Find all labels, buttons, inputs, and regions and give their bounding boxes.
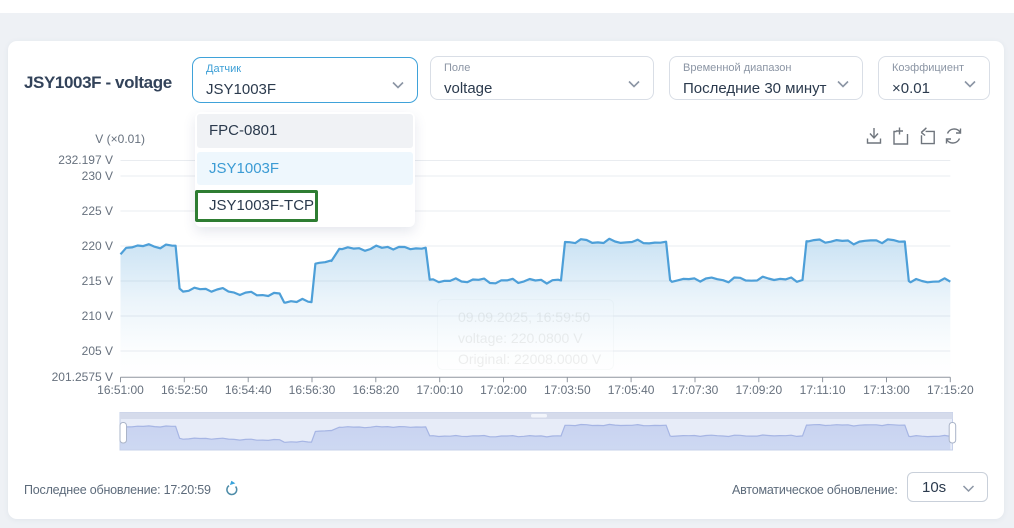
svg-text:16:56:30: 16:56:30 bbox=[289, 383, 336, 397]
svg-text:210 V: 210 V bbox=[82, 309, 113, 323]
svg-text:17:09:20: 17:09:20 bbox=[735, 383, 782, 397]
svg-text:220 V: 220 V bbox=[82, 239, 113, 253]
svg-text:17:02:00: 17:02:00 bbox=[480, 383, 527, 397]
svg-text:16:51:00: 16:51:00 bbox=[97, 383, 144, 397]
svg-text:17:13:00: 17:13:00 bbox=[863, 383, 910, 397]
svg-text:215 V: 215 V bbox=[82, 274, 113, 288]
svg-text:17:03:50: 17:03:50 bbox=[544, 383, 591, 397]
svg-text:17:07:30: 17:07:30 bbox=[672, 383, 719, 397]
svg-text:16:52:50: 16:52:50 bbox=[161, 383, 208, 397]
svg-text:V (×0.01): V (×0.01) bbox=[95, 132, 145, 146]
svg-text:16:58:20: 16:58:20 bbox=[352, 383, 399, 397]
svg-text:205 V: 205 V bbox=[82, 344, 113, 358]
svg-text:225 V: 225 V bbox=[82, 204, 113, 218]
svg-text:230 V: 230 V bbox=[82, 169, 113, 183]
svg-text:201.2575 V: 201.2575 V bbox=[52, 370, 113, 384]
svg-text:17:11:10: 17:11:10 bbox=[800, 383, 846, 397]
svg-text:17:00:10: 17:00:10 bbox=[416, 383, 463, 397]
svg-text:232.197 V: 232.197 V bbox=[58, 153, 113, 167]
svg-text:17:15:20: 17:15:20 bbox=[927, 383, 974, 397]
svg-text:17:05:40: 17:05:40 bbox=[608, 383, 655, 397]
svg-text:16:54:40: 16:54:40 bbox=[225, 383, 272, 397]
